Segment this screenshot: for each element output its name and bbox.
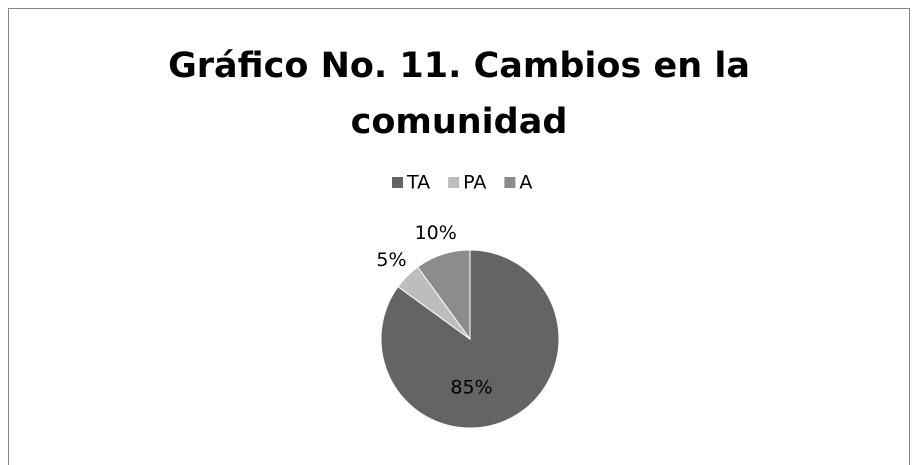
legend-swatch	[448, 177, 460, 188]
legend-swatch	[504, 177, 516, 188]
legend-label: A	[519, 172, 532, 194]
pie-slice	[416, 249, 471, 341]
legend-label: PA	[463, 172, 486, 194]
legend-label: TA	[406, 172, 430, 194]
chart-frame	[8, 8, 910, 465]
data-label: 10%	[415, 222, 457, 244]
legend-swatch	[392, 177, 403, 188]
chart-title: Gráfico No. 11. Cambios en la comunidad	[168, 46, 750, 142]
data-label: 85%	[450, 376, 492, 398]
data-label: 5%	[376, 249, 406, 271]
